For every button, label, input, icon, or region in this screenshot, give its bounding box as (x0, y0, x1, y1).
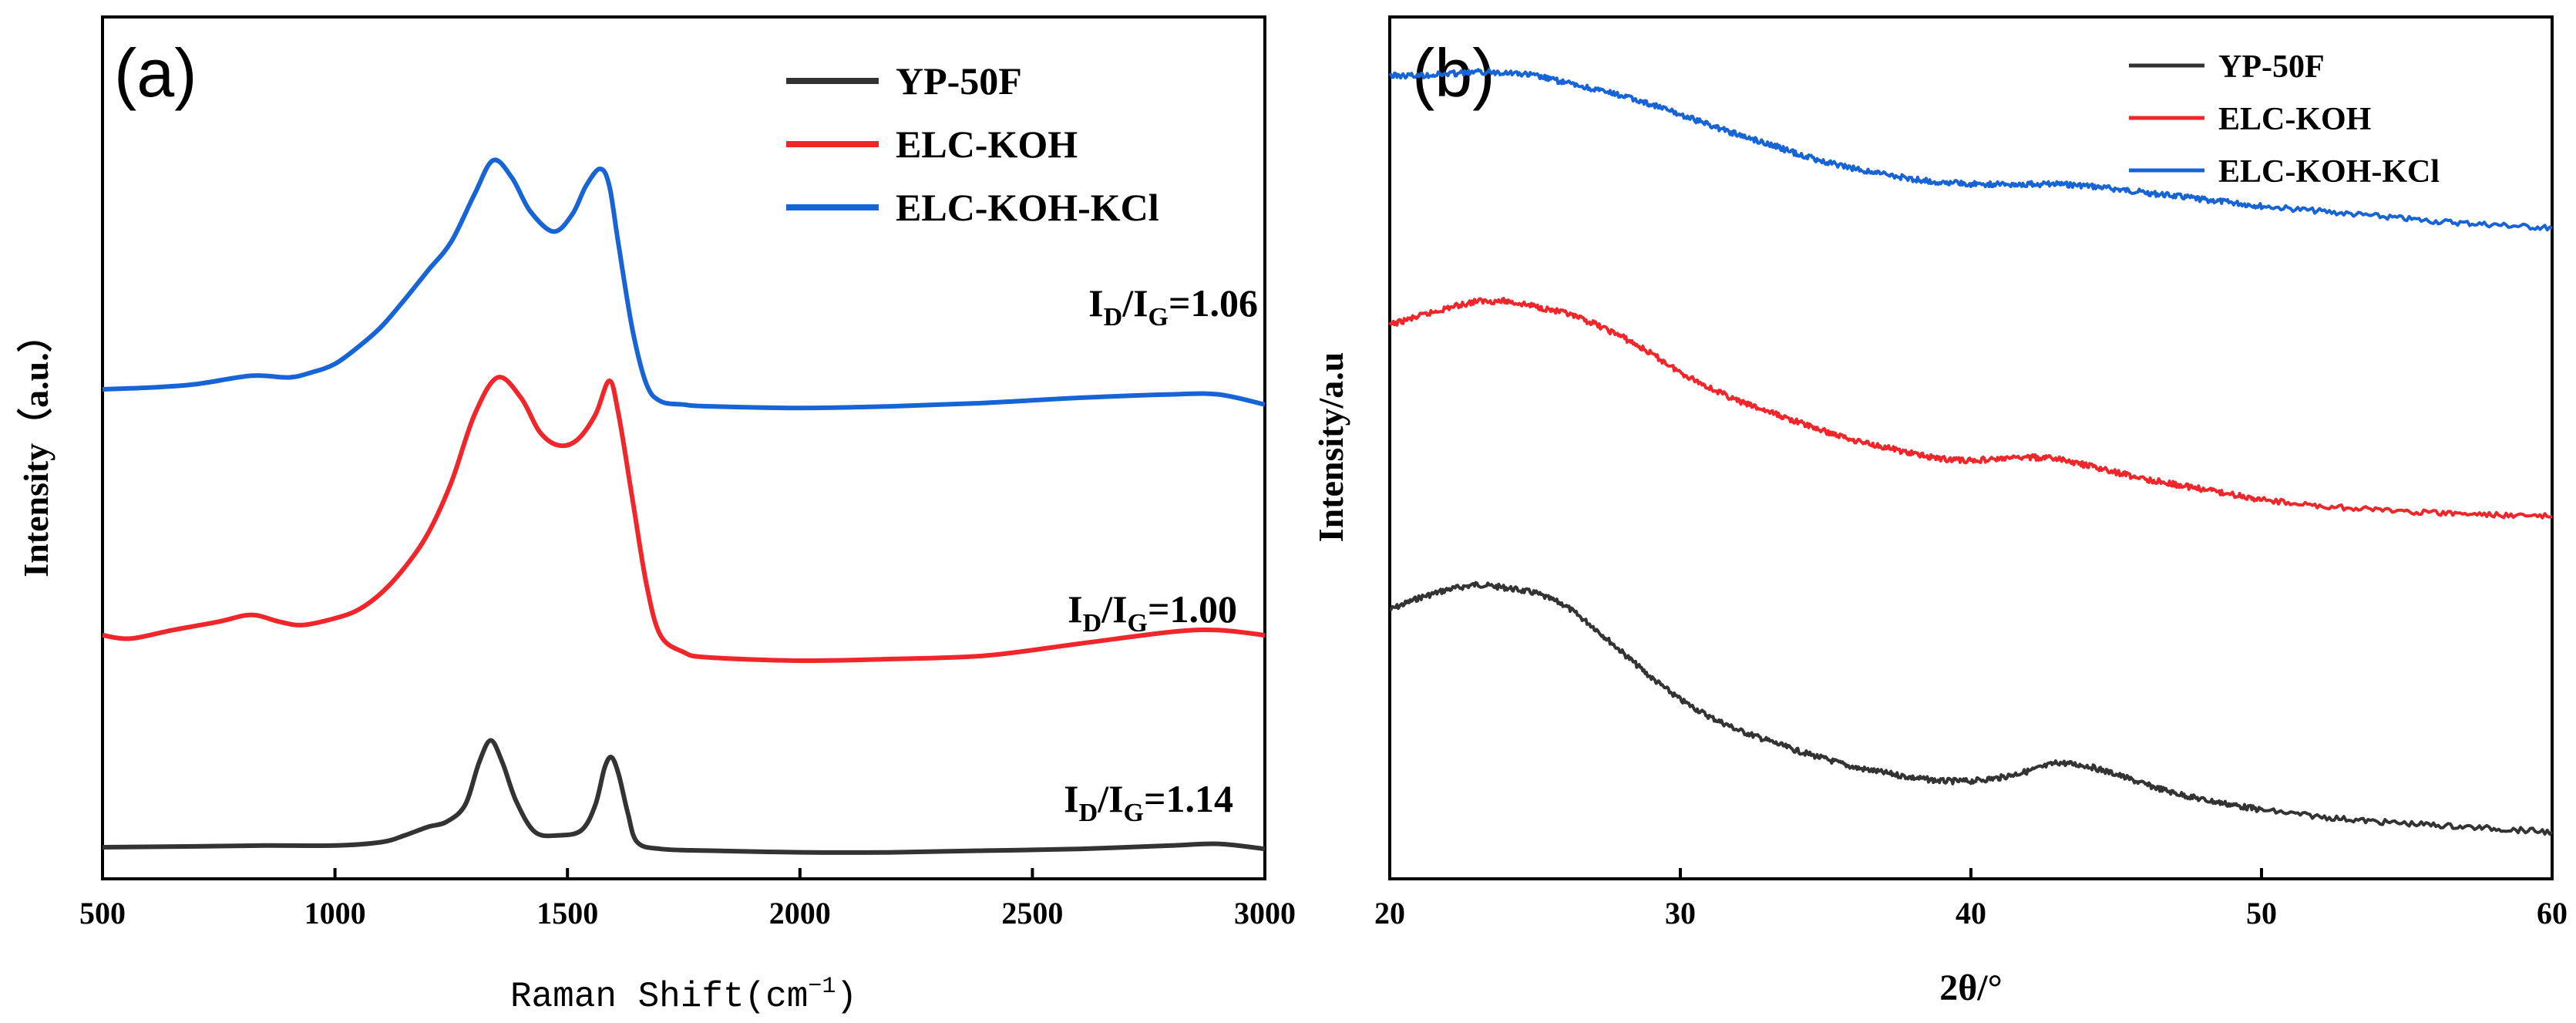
legend-label-elc-koh-kcl: ELC-KOH-KCl (896, 186, 1159, 229)
x-tick-label: 1000 (304, 896, 366, 930)
series-line-elc-koh-kcl (1388, 68, 2553, 232)
legend-label-elc-koh-kcl: ELC-KOH-KCl (2218, 154, 2440, 190)
series-line-yp-50f (102, 738, 1266, 855)
series-line-elc-koh (1388, 297, 2553, 520)
annotation-ratio-elc-koh: ID/IG=1.00 (1068, 587, 1237, 638)
panel-a-x-axis: 500 1000 1500 2000 2500 3000 (79, 868, 1296, 930)
panel-b-x-axis-label: 2θ/° (1939, 967, 2003, 1008)
panel-a-label: (a) (114, 35, 197, 111)
panel-b-frame (1388, 15, 2554, 880)
panel-a-y-axis-label: Intensity（a.u.） (16, 317, 55, 577)
legend-label-elc-koh: ELC-KOH (2218, 102, 2371, 137)
x-tick-label: 2500 (1001, 896, 1063, 930)
panel-b-y-axis-label: Intensity/a.u (1311, 352, 1350, 543)
x-tick-label: 500 (79, 896, 126, 930)
series-line-elc-koh (102, 375, 1266, 664)
x-tick-label: 40 (1956, 896, 1986, 930)
legend-label-yp-50f: YP-50F (2218, 49, 2325, 85)
panel-a-legend: YP-50F ELC-KOH ELC-KOH-KCl (786, 59, 1159, 229)
panel-b-legend: YP-50F ELC-KOH ELC-KOH-KCl (2129, 49, 2440, 190)
x-tick-label: 3000 (1234, 896, 1296, 930)
annotation-ratio-elc-koh-kcl: ID/IG=1.06 (1088, 281, 1258, 331)
series-line-yp-50f (1389, 580, 2554, 836)
legend-label-yp-50f: YP-50F (896, 59, 1022, 103)
panel-a-x-axis-label: Raman Shift(cm−1) (510, 974, 857, 1017)
x-tick-label: 20 (1374, 896, 1405, 930)
legend-label-elc-koh: ELC-KOH (896, 123, 1078, 166)
panel-b-x-axis: 20 30 40 50 60 (1374, 868, 2568, 930)
panel-b-xrd: (b) YP-50F ELC-KOH ELC-KOH-KCl 20 30 40 50 6… (1311, 15, 2568, 1008)
x-tick-label: 30 (1665, 896, 1696, 930)
series-line-elc-koh-kcl (102, 157, 1266, 411)
x-tick-label: 1500 (536, 896, 598, 930)
x-tick-label: 2000 (769, 896, 831, 930)
x-tick-label: 50 (2246, 896, 2277, 930)
panel-a-frame (101, 15, 1266, 880)
x-tick-label: 60 (2537, 896, 2568, 930)
annotation-ratio-yp-50f: ID/IG=1.14 (1064, 777, 1233, 827)
panel-a-raman: (a) YP-50F ELC-KOH ELC-KOH-KCl ID/IG=1.0… (16, 15, 1296, 1017)
